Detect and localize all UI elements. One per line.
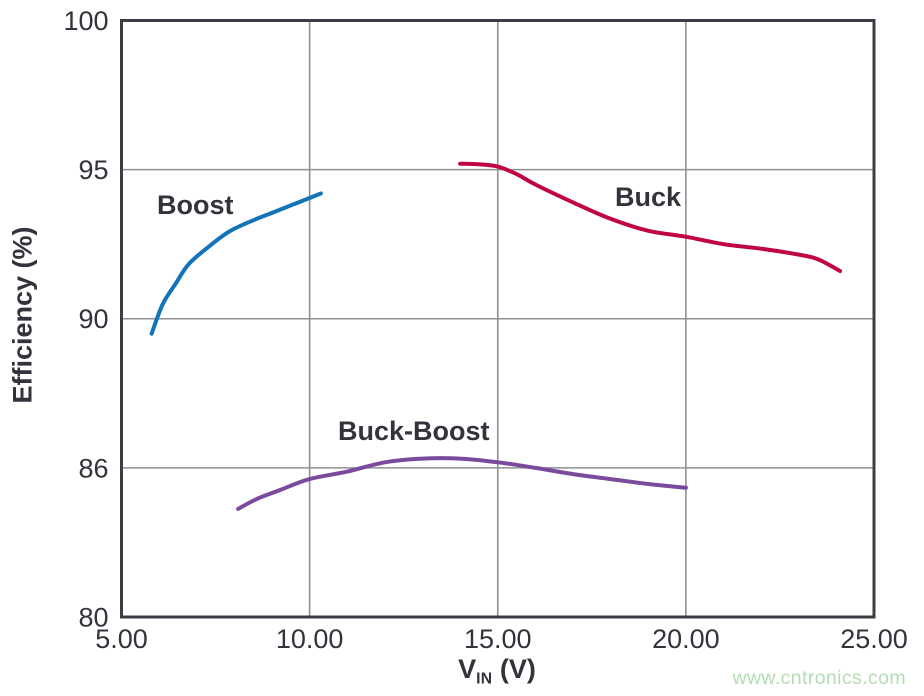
buck-curve-label: Buck [615,182,682,212]
series-line-buck [458,161,843,273]
series-line-buck-boost [236,456,688,511]
series-line-boost [149,191,323,336]
boost-curve-label: Boost [157,190,234,220]
y-tick-label: 100 [63,6,108,36]
x-tick-label: 5.00 [95,624,148,654]
watermark: www.cntronics.com [732,667,906,689]
y-tick-label: 86 [78,453,108,483]
y-tick-label: 95 [78,155,108,185]
x-tick-label: 15.00 [464,624,532,654]
x-tick-label: 10.00 [276,624,344,654]
y-axis-title-text: Efficiency (%) [7,226,38,404]
x-axis-title: VIN (V) [458,656,536,687]
x-tick-label: 20.00 [652,624,720,654]
buck-boost-curve-label: Buck-Boost [338,416,490,446]
plot-border [120,19,876,619]
x-tick-label: 25.00 [840,624,908,654]
y-axis-title: Efficiency (%) [7,226,38,404]
y-tick-label: 80 [78,602,108,632]
x-axis-title-subscript: IN [476,670,493,688]
y-tick-label: 90 [78,304,108,334]
x-axis-title-main: V [458,654,477,684]
x-axis-title-unit: (V) [499,654,536,684]
